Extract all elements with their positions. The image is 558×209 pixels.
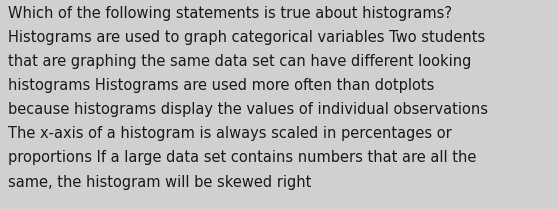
- Text: Which of the following statements is true about histograms?: Which of the following statements is tru…: [8, 6, 453, 21]
- Text: proportions If a large data set contains numbers that are all the: proportions If a large data set contains…: [8, 150, 477, 166]
- Text: same, the histogram will be skewed right: same, the histogram will be skewed right: [8, 175, 312, 190]
- Text: histograms Histograms are used more often than dotplots: histograms Histograms are used more ofte…: [8, 78, 435, 93]
- Text: The x-axis of a histogram is always scaled in percentages or: The x-axis of a histogram is always scal…: [8, 126, 452, 141]
- Text: because histograms display the values of individual observations: because histograms display the values of…: [8, 102, 488, 117]
- Text: Histograms are used to graph categorical variables Two students: Histograms are used to graph categorical…: [8, 30, 485, 45]
- Text: that are graphing the same data set can have different looking: that are graphing the same data set can …: [8, 54, 472, 69]
